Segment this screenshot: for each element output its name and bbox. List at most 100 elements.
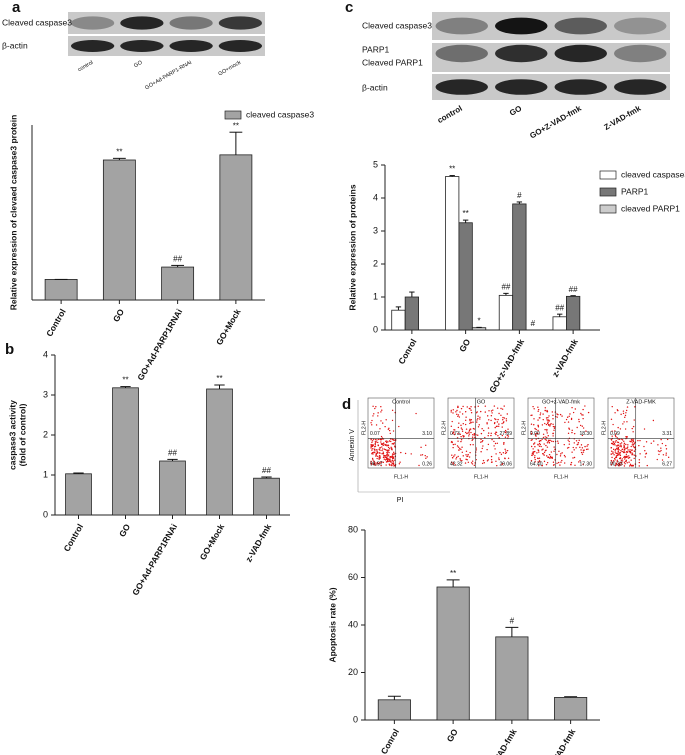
flow-dot <box>545 463 548 466</box>
flow-dot <box>547 416 549 419</box>
flow-dot <box>544 407 547 409</box>
flow-dot <box>632 425 635 428</box>
significance-label: ## <box>168 449 177 458</box>
flow-dot <box>370 439 372 441</box>
flow-dot <box>386 451 388 454</box>
flow-dot <box>537 429 539 432</box>
flow-dot <box>384 444 387 446</box>
flow-dot <box>418 464 420 467</box>
flow-dot <box>587 448 589 450</box>
flow-dot <box>506 449 509 452</box>
flow-dot <box>379 438 381 441</box>
flow-dot <box>455 411 457 413</box>
flow-dot <box>627 451 629 453</box>
flow-dot <box>373 461 376 463</box>
flow-dot <box>389 458 391 460</box>
flow-dot <box>387 441 389 443</box>
flow-dot <box>622 423 624 425</box>
flow-dot <box>533 450 535 453</box>
flow-dot <box>563 443 565 446</box>
flow-dot <box>549 425 551 427</box>
flow-dot <box>617 453 619 455</box>
flow-dot <box>460 435 462 438</box>
flow-dot <box>484 436 486 439</box>
flow-dot <box>660 438 662 441</box>
flow-dot <box>550 423 552 425</box>
x-tick-label: Conrol <box>379 727 401 755</box>
flow-plot-ylabel: FL2-H <box>601 421 607 435</box>
x-tick-label: Control <box>44 307 68 338</box>
flow-dot <box>533 418 535 420</box>
flow-dot <box>507 435 510 437</box>
flow-dot <box>379 428 381 430</box>
legend-label: cleaved caspase3 <box>621 169 685 179</box>
flow-dot <box>610 418 613 421</box>
flow-dot <box>610 450 613 452</box>
flow-dot <box>388 427 390 429</box>
flow-dot <box>617 454 619 457</box>
flow-dot <box>486 423 488 425</box>
flow-dot <box>570 461 573 464</box>
flow-dot <box>660 449 662 452</box>
bar <box>391 309 406 331</box>
flow-dot <box>392 461 395 463</box>
flow-dot <box>458 422 460 424</box>
flow-dot <box>391 455 394 457</box>
flow-dot <box>373 463 375 466</box>
blot-strip <box>68 12 265 34</box>
flow-dot <box>610 464 613 466</box>
flow-dot <box>550 456 553 459</box>
flow-dot <box>494 442 497 445</box>
bar <box>219 154 253 301</box>
bar <box>253 477 280 516</box>
flow-dot <box>579 460 581 462</box>
flow-dot <box>535 428 537 431</box>
flow-dot <box>624 463 626 465</box>
flow-dot <box>581 434 584 437</box>
flow-dot <box>370 446 372 448</box>
y-axis-label: Apoptosis rate (%) <box>327 587 337 662</box>
flow-dot <box>464 431 467 434</box>
significance-label: ** <box>450 569 456 578</box>
flow-dot <box>386 453 389 455</box>
flow-dot <box>371 463 373 466</box>
flow-dot <box>477 418 479 420</box>
x-tick-label: z-VAD-fmk <box>243 522 273 564</box>
flow-dot <box>610 453 612 455</box>
flow-dot <box>460 439 463 441</box>
flow-dot <box>552 423 554 426</box>
flow-dot <box>530 423 533 425</box>
legend-swatch <box>599 170 617 180</box>
flow-dot <box>556 453 558 456</box>
flow-dot <box>616 437 618 439</box>
flow-dot <box>377 412 379 414</box>
flow-dot <box>381 453 383 455</box>
flow-dot <box>498 458 500 461</box>
blot-band <box>554 44 607 63</box>
flow-dot <box>454 454 456 456</box>
flow-dot <box>389 432 392 435</box>
flow-dot <box>646 464 648 467</box>
flow-dot <box>614 444 616 446</box>
blot-band <box>554 79 607 95</box>
flow-dot <box>470 462 473 464</box>
significance-label: ** <box>122 376 128 385</box>
flow-dot <box>534 456 536 459</box>
y-tick-label: 0 <box>373 324 378 334</box>
flow-dot <box>386 449 388 452</box>
blot-row-label: β-actin <box>362 82 388 92</box>
x-tick-label: Conrol <box>396 337 418 366</box>
flow-dot <box>624 416 626 419</box>
flow-dot <box>456 409 458 412</box>
flow-dot <box>566 447 569 449</box>
flow-dot <box>495 453 497 455</box>
blot-strip <box>68 36 265 56</box>
y-axis-label: (fold of control) <box>17 403 27 466</box>
flow-dot <box>624 414 627 417</box>
flow-dot <box>482 439 484 442</box>
flow-dot <box>472 444 474 446</box>
flow-dot <box>468 435 470 437</box>
flow-dot <box>626 406 629 408</box>
flow-dot <box>457 432 459 435</box>
flow-dot <box>474 406 476 408</box>
